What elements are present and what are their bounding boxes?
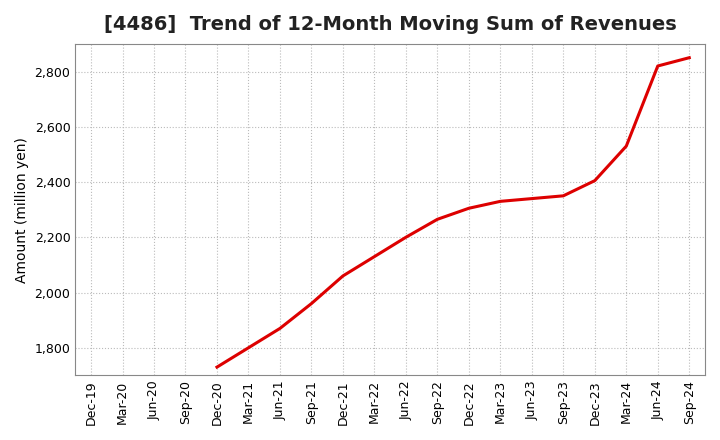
Title: [4486]  Trend of 12-Month Moving Sum of Revenues: [4486] Trend of 12-Month Moving Sum of R…	[104, 15, 677, 34]
Y-axis label: Amount (million yen): Amount (million yen)	[15, 137, 29, 282]
